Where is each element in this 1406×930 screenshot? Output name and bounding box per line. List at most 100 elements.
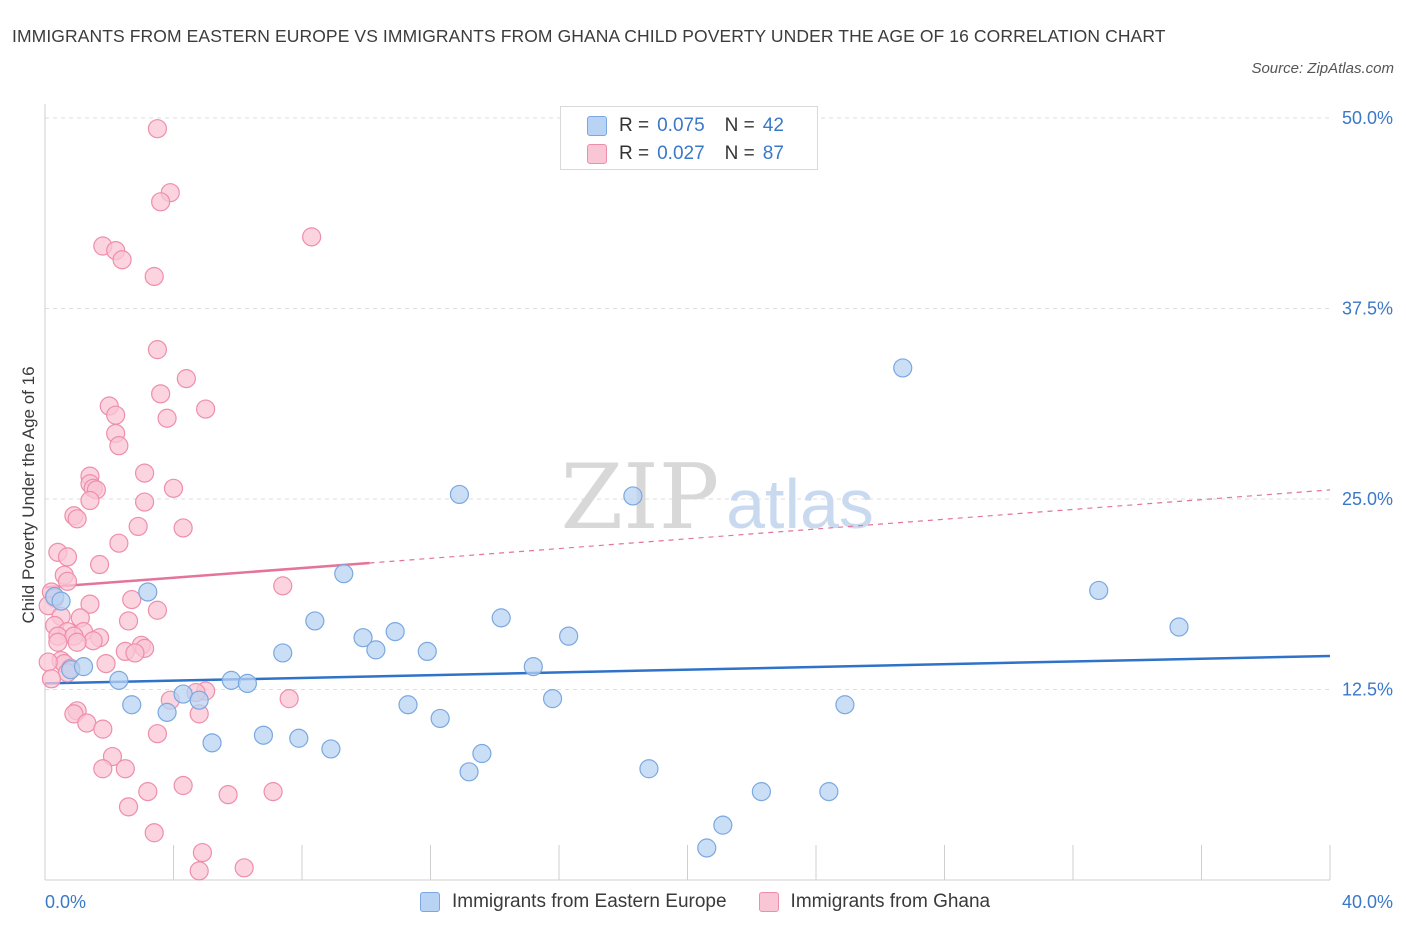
pink-data-point <box>77 713 97 733</box>
pink-data-point <box>125 643 145 663</box>
pink-data-point <box>134 492 155 512</box>
legend-row-eastern-europe: R = 0.075 N = 42 <box>587 114 784 138</box>
n-label: N = <box>724 115 755 136</box>
pink-data-point <box>48 632 68 652</box>
pink-data-point <box>67 509 87 529</box>
blue-data-point <box>398 695 418 715</box>
pink-data-point <box>273 576 293 596</box>
series-legend: Immigrants from Eastern Europe Immigrant… <box>420 888 1022 916</box>
blue-data-point <box>237 673 257 694</box>
pink-data-point <box>57 571 78 591</box>
n-label: N = <box>724 143 755 164</box>
r-value: 0.075 <box>657 115 705 136</box>
blue-data-point <box>109 670 129 690</box>
y-axis-label: Child Poverty Under the Age of 16 <box>19 366 38 623</box>
pink-data-point <box>115 759 135 779</box>
pink-data-point <box>109 533 129 553</box>
r-value: 0.027 <box>657 143 705 164</box>
pink-data-point <box>147 724 168 744</box>
blue-swatch-icon <box>587 116 607 136</box>
grid-lines <box>45 117 1330 690</box>
blue-data-point <box>221 670 241 690</box>
blue-data-point <box>449 484 470 505</box>
pink-data-point <box>80 594 100 614</box>
blue-data-point <box>385 621 405 642</box>
blue-data-point <box>430 708 450 729</box>
blue-data-point <box>639 759 659 779</box>
watermark-atlas: atlas <box>726 465 874 543</box>
blue-data-point <box>1089 580 1109 601</box>
y-tick-label: 25.0% <box>1342 489 1393 509</box>
blue-data-point <box>334 564 354 584</box>
pink-data-point <box>93 719 113 739</box>
pink-data-point <box>173 518 193 538</box>
pink-data-point <box>144 823 164 843</box>
r-label: R = <box>619 143 650 164</box>
blue-data-point <box>122 695 142 715</box>
pink-data-point <box>118 611 139 631</box>
blue-data-point <box>202 733 222 753</box>
blue-data-point <box>751 782 771 802</box>
pink-data-point <box>189 861 209 881</box>
legend-label: Immigrants from Ghana <box>790 891 991 912</box>
pink-data-point <box>109 436 129 456</box>
blue-data-point <box>623 486 643 506</box>
pink-data-point <box>147 600 168 620</box>
y-tick-label: 12.5% <box>1342 680 1393 700</box>
pink-trend-line <box>44 561 370 589</box>
pink-data-point <box>57 547 78 567</box>
pink-data-point <box>93 759 113 779</box>
blue-data-point <box>321 739 341 759</box>
blue-data-point <box>417 641 437 662</box>
pink-data-point <box>118 797 139 817</box>
blue-data-point <box>697 838 717 858</box>
legend-label: Immigrants from Eastern Europe <box>452 891 727 912</box>
pink-data-point <box>128 516 148 537</box>
blue-data-point <box>472 743 492 764</box>
pink-data-point <box>106 405 126 425</box>
blue-trend-line <box>44 654 1331 685</box>
blue-data-point <box>491 608 511 628</box>
pink-data-point <box>176 369 196 389</box>
trend-lines <box>44 489 1331 685</box>
pink-data-point <box>138 782 158 802</box>
blue-data-point <box>1169 617 1189 637</box>
legend-item-ghana[interactable]: Immigrants from Ghana <box>758 891 991 913</box>
blue-data-point <box>273 643 293 663</box>
blue-data-point <box>353 628 373 648</box>
blue-data-point <box>542 689 563 709</box>
blue-data-point <box>819 782 839 802</box>
blue-data-point <box>138 582 158 602</box>
correlation-legend: R = 0.075 N = 42 R = 0.027 N = 87 <box>560 106 818 170</box>
blue-data-point <box>459 762 479 782</box>
pink-data-point <box>196 399 216 419</box>
x-tick-label: 0.0% <box>45 892 86 912</box>
blue-data-point <box>523 657 543 677</box>
pink-data-point <box>157 408 177 428</box>
blue-data-point <box>893 358 913 378</box>
n-value: 42 <box>762 115 784 136</box>
blue-data-point <box>366 640 386 660</box>
x-tick-label: 40.0% <box>1342 892 1393 912</box>
blue-swatch-icon <box>420 892 440 912</box>
pink-data-point <box>134 463 155 483</box>
chart-title: IMMIGRANTS FROM EASTERN EUROPE VS IMMIGR… <box>12 26 1166 46</box>
pink-data-point <box>147 340 168 360</box>
pink-data-point <box>90 554 110 575</box>
axes <box>44 104 1331 881</box>
blue-data-point <box>51 591 71 611</box>
blue-data-point <box>189 690 209 710</box>
pink-swatch-icon <box>587 144 607 164</box>
blue-data-point <box>157 702 177 722</box>
blue-data-point <box>559 626 579 646</box>
blue-data-point <box>73 657 94 677</box>
n-value: 87 <box>762 143 784 164</box>
legend-row-ghana: R = 0.027 N = 87 <box>587 142 784 166</box>
blue-data-point <box>713 815 733 835</box>
pink-data-point <box>112 250 132 270</box>
blue-data-point <box>173 684 193 704</box>
pink-data-point <box>96 653 116 674</box>
pink-data-point <box>80 490 100 511</box>
legend-item-eastern-europe[interactable]: Immigrants from Eastern Europe <box>420 891 727 913</box>
